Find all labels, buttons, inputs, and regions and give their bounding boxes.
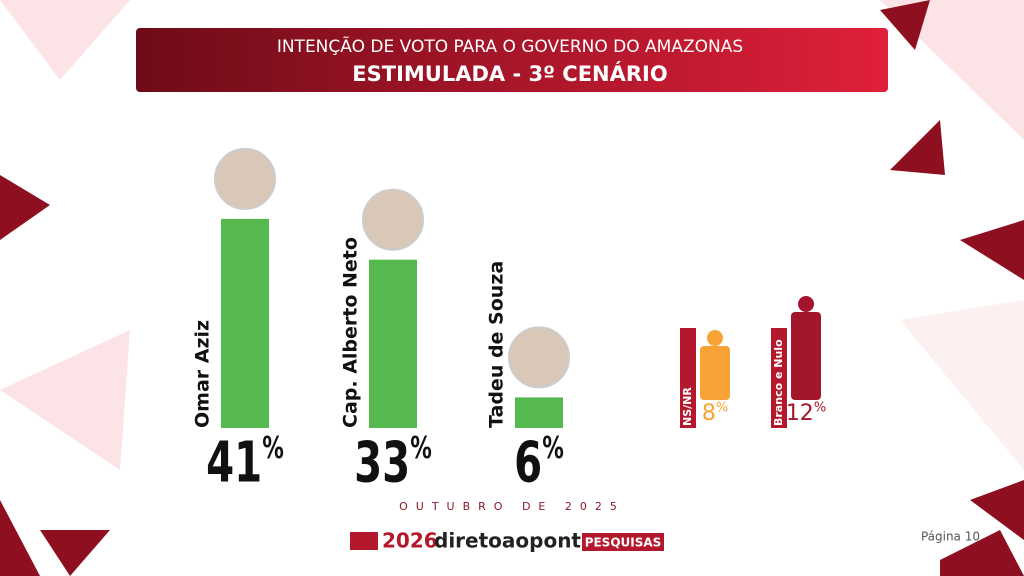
logo-brand: diretoaoponto [434,529,595,553]
other-value-label: 8% [702,400,728,426]
other-label: NS/NR [681,387,694,426]
page-number: Página 10 [921,530,980,544]
label-strip [771,328,787,428]
candidate-name: Tadeu de Souza [486,261,508,428]
other-label: Branco e Nulo [772,339,785,426]
candidate-name: Cap. Alberto Neto [340,237,362,428]
bar [515,397,563,428]
figure-head [707,330,723,346]
header-band [136,28,888,92]
date: OUTUBRO DE 2025 [399,500,625,513]
label-strip [680,328,696,428]
footer-logo: 2026 diretoaoponto PESQUISAS [350,529,664,553]
bar [221,218,269,428]
subtitle: ESTIMULADA - 3º CENÁRIO [352,61,667,86]
bar [369,259,417,428]
candidate-photo [508,326,570,389]
value-label: 6% [514,430,564,495]
candidate-name: Omar Aziz [192,320,214,428]
other-value-label: 12% [786,400,826,426]
figure-head [798,296,814,312]
value-label: 41% [206,430,284,495]
value-label: 33% [354,430,432,495]
title: INTENÇÃO DE VOTO PARA O GOVERNO DO AMAZO… [277,35,743,57]
logo-tag-box [582,533,664,551]
logo-box [350,532,378,550]
logo-tag: PESQUISAS [585,536,662,550]
figure-body [791,312,821,400]
figure-body [700,346,730,400]
candidate-photo [362,188,424,251]
logo-year: 2026 [382,529,438,553]
candidate-photo [214,147,276,210]
